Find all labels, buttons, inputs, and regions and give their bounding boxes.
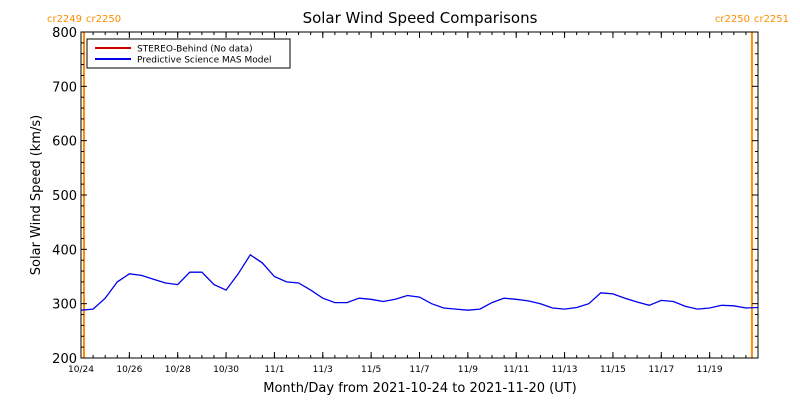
rotation-label-right: cr2251 bbox=[754, 14, 789, 25]
x-tick-label: 11/13 bbox=[552, 365, 578, 375]
y-tick-label: 800 bbox=[52, 26, 77, 41]
legend-box bbox=[86, 38, 291, 69]
y-tick-label: 500 bbox=[52, 189, 77, 204]
x-tick-label: 11/19 bbox=[697, 365, 723, 375]
x-tick-label: 11/11 bbox=[503, 365, 529, 375]
chart-title: Solar Wind Speed Comparisons bbox=[303, 9, 538, 27]
axes-layer: 200 300 400 500 600 700 800 10/24 10/26 10/28 10/3… bbox=[52, 26, 759, 375]
x-tick-label: 11/3 bbox=[313, 365, 333, 375]
y-tick-label: 400 bbox=[52, 243, 77, 258]
rotation-label-left: cr2249 bbox=[47, 14, 82, 25]
x-axis-label: Month/Day from 2021-10-24 to 2021-11-20 … bbox=[263, 381, 576, 396]
y-tick-label: 700 bbox=[52, 80, 77, 95]
x-tick-label: 11/1 bbox=[264, 365, 284, 375]
x-tick-label: 10/28 bbox=[165, 365, 191, 375]
series-line bbox=[80, 253, 759, 311]
x-tick-label: 10/24 bbox=[68, 365, 94, 375]
y-tick-label: 300 bbox=[52, 298, 77, 313]
series-layer bbox=[80, 253, 759, 311]
legend: STEREO-Behind (No data)Predictive Scienc… bbox=[86, 38, 291, 69]
x-tick-label: 11/15 bbox=[600, 365, 626, 375]
x-tick-label: 10/30 bbox=[213, 365, 239, 375]
x-tick-label: 11/17 bbox=[648, 365, 674, 375]
y-tick-label: 200 bbox=[52, 352, 77, 367]
x-tick-label: 10/26 bbox=[116, 365, 142, 375]
rotation-label-left: cr2250 bbox=[715, 14, 750, 25]
y-tick-label: 600 bbox=[52, 135, 77, 150]
x-tick-label: 11/7 bbox=[409, 365, 429, 375]
legend-entry-label: STEREO-Behind (No data) bbox=[137, 45, 253, 55]
y-axis-label: Solar Wind Speed (km/s) bbox=[29, 115, 44, 275]
rotation-label-right: cr2250 bbox=[86, 14, 121, 25]
plot-frame bbox=[80, 31, 759, 359]
legend-entry-label: Predictive Science MAS Model bbox=[137, 56, 272, 66]
x-tick-label: 11/9 bbox=[458, 365, 478, 375]
x-tick-label: 11/5 bbox=[361, 365, 381, 375]
